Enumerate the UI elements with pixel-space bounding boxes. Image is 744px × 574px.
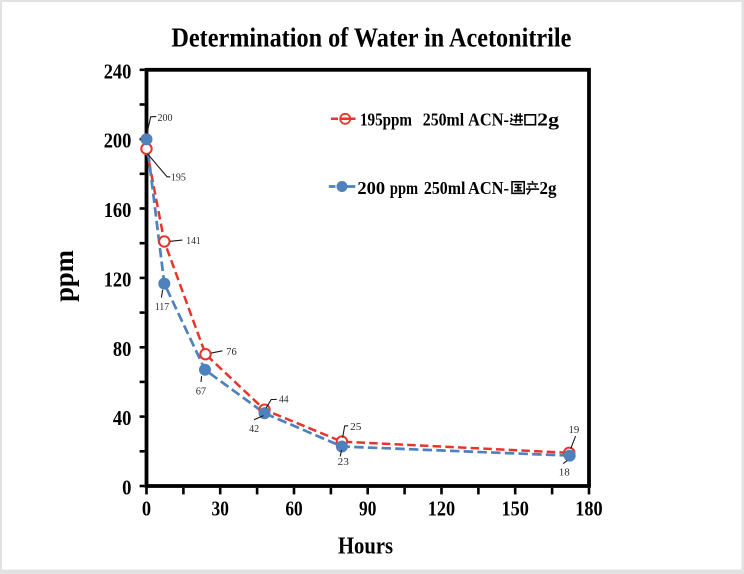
svg-text:30: 30 <box>212 498 229 521</box>
svg-text:80: 80 <box>113 337 132 361</box>
svg-text:18: 18 <box>559 466 571 478</box>
svg-text:0: 0 <box>142 498 151 521</box>
svg-text:90: 90 <box>359 498 376 521</box>
svg-text:240: 240 <box>104 59 132 83</box>
svg-text:141: 141 <box>186 235 200 247</box>
svg-text:ACN-: ACN- <box>468 178 509 198</box>
svg-text:160: 160 <box>104 198 132 222</box>
svg-text:195ppm: 195ppm <box>360 109 412 129</box>
svg-text:42: 42 <box>249 423 259 435</box>
svg-text:44: 44 <box>279 394 289 406</box>
svg-text:200: 200 <box>158 112 173 124</box>
svg-text:195: 195 <box>171 171 186 183</box>
svg-text:60: 60 <box>285 498 302 521</box>
svg-text:2g: 2g <box>537 109 559 129</box>
svg-text:200: 200 <box>357 178 385 198</box>
svg-text:40: 40 <box>113 406 132 430</box>
svg-text:120: 120 <box>428 498 455 521</box>
svg-text:150: 150 <box>502 498 529 521</box>
svg-text:250ml: 250ml <box>424 178 466 198</box>
svg-text:120: 120 <box>104 267 132 291</box>
svg-text:0: 0 <box>122 476 131 500</box>
svg-text:ppm: ppm <box>49 250 79 302</box>
svg-text:180: 180 <box>575 498 602 521</box>
svg-text:67: 67 <box>196 385 207 397</box>
svg-text:25: 25 <box>350 421 362 433</box>
svg-text:250ml: 250ml <box>423 109 464 129</box>
svg-text:117: 117 <box>155 301 170 313</box>
svg-text:76: 76 <box>226 346 237 358</box>
svg-text:Determination of Water in Acet: Determination of Water in Acetonitrile <box>171 23 571 53</box>
svg-text:200: 200 <box>104 129 132 153</box>
svg-text:Hours: Hours <box>338 532 393 559</box>
svg-text:2g: 2g <box>540 178 557 198</box>
svg-text:19: 19 <box>569 424 580 436</box>
svg-text:ACN-: ACN- <box>468 109 509 129</box>
svg-text:ppm: ppm <box>390 178 418 198</box>
svg-text:23: 23 <box>338 456 350 468</box>
